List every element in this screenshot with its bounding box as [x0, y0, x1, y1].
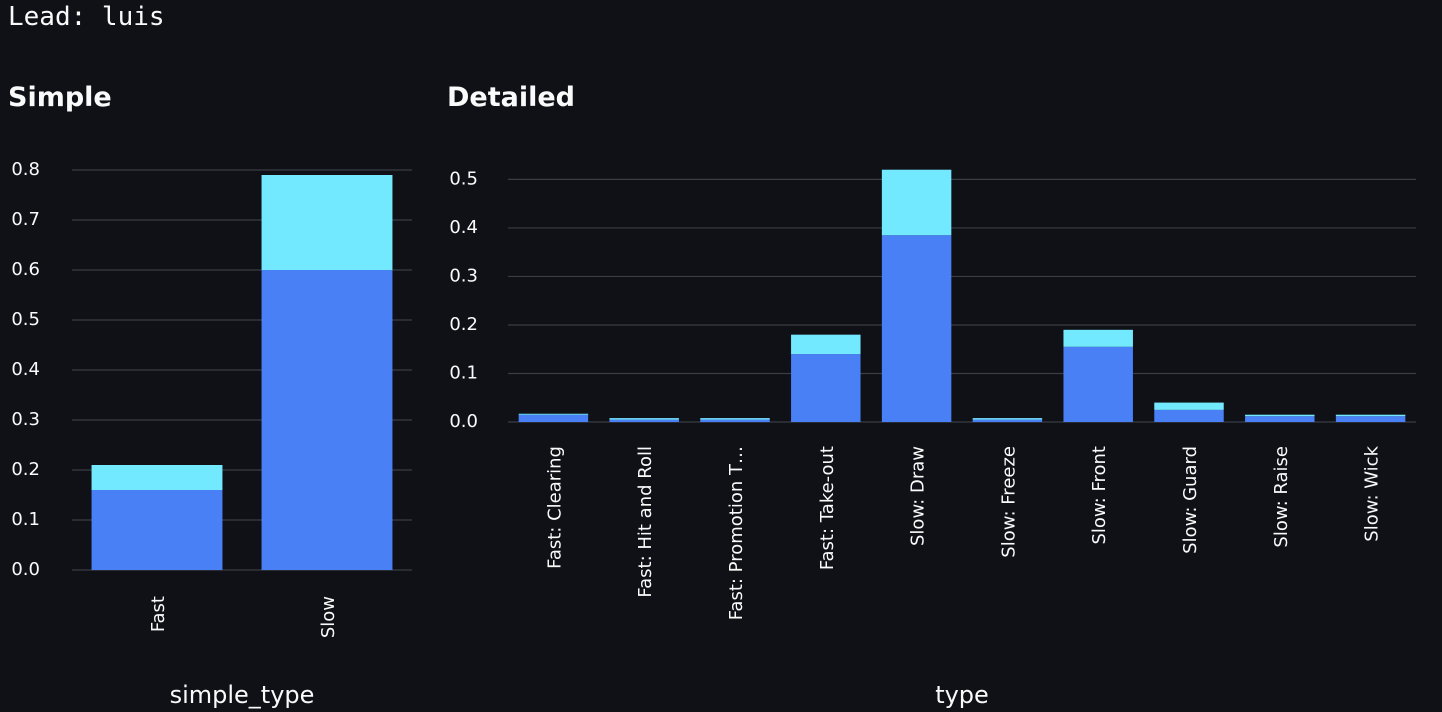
- detailed-bar-top: [1245, 414, 1315, 417]
- simple-category-label: Slow: [318, 596, 339, 638]
- detailed-bar-top: [700, 418, 770, 420]
- detailed-bar-base: [1335, 416, 1406, 422]
- simple-y-tick-label: 0.5: [11, 309, 40, 330]
- simple-y-tick-label: 0.4: [11, 359, 40, 380]
- detailed-y-tick-label: 0.4: [449, 217, 478, 238]
- detailed-y-tick-label: 0.2: [449, 314, 478, 335]
- simple-chart-title: Simple: [8, 82, 112, 113]
- detailed-category-label: Slow: Front: [1089, 446, 1110, 545]
- detailed-bar-base: [609, 419, 679, 422]
- simple-y-tick-label: 0.7: [11, 209, 40, 230]
- simple-y-tick-label: 0.2: [11, 459, 40, 480]
- detailed-bar-base: [881, 235, 952, 422]
- detailed-category-label: Slow: Guard: [1180, 446, 1201, 554]
- detailed-category-label: Slow: Draw: [908, 446, 929, 546]
- detailed-y-tick-label: 0.5: [449, 168, 478, 189]
- detailed-bar-top: [1335, 414, 1406, 417]
- simple-bar-base: [91, 490, 223, 570]
- detailed-y-tick-label: 0.1: [449, 362, 478, 383]
- detailed-x-axis-title: type: [935, 681, 989, 709]
- simple-bar-top: [91, 465, 223, 490]
- detailed-bar-base: [518, 414, 589, 422]
- detailed-bar-base: [791, 354, 861, 422]
- simple-bar-top: [261, 175, 393, 270]
- detailed-category-label: Slow: Wick: [1362, 445, 1383, 541]
- detailed-category-label: Fast: Take-out: [817, 446, 838, 570]
- detailed-bar-top: [609, 418, 679, 420]
- simple-category-label: Fast: [148, 596, 169, 632]
- detailed-bar-base: [700, 419, 770, 422]
- detailed-y-tick-label: 0.3: [449, 265, 478, 286]
- detailed-category-label: Fast: Clearing: [544, 446, 565, 569]
- simple-y-tick-label: 0.0: [11, 559, 40, 580]
- detailed-bar-top: [1154, 402, 1224, 410]
- detailed-category-label: Fast: Hit and Roll: [635, 446, 656, 598]
- simple-y-tick-label: 0.3: [11, 409, 40, 430]
- simple-bar-base: [261, 270, 393, 570]
- detailed-bar-base: [1063, 346, 1133, 422]
- detailed-bar-base: [1245, 416, 1315, 422]
- detailed-bar-top: [518, 413, 589, 415]
- detailed-bar-top: [791, 334, 861, 355]
- detailed-bar-top: [972, 418, 1043, 420]
- simple-y-tick-label: 0.8: [11, 159, 40, 180]
- detailed-category-label: Slow: Freeze: [998, 446, 1019, 558]
- detailed-y-tick-label: 0.0: [449, 411, 478, 432]
- simple-y-tick-label: 0.6: [11, 259, 40, 280]
- detailed-chart-title: Detailed: [447, 82, 575, 113]
- simple-x-axis-title: simple_type: [170, 681, 315, 709]
- detailed-category-label: Slow: Raise: [1271, 446, 1292, 548]
- detailed-bar-top: [881, 169, 952, 236]
- detailed-bar-top: [1063, 329, 1133, 347]
- detailed-bar-base: [1154, 409, 1224, 422]
- simple-y-tick-label: 0.1: [11, 509, 40, 530]
- lead-label: Lead: luis: [8, 2, 165, 32]
- detailed-category-label: Fast: Promotion T…: [726, 446, 747, 620]
- detailed-bar-base: [972, 419, 1043, 422]
